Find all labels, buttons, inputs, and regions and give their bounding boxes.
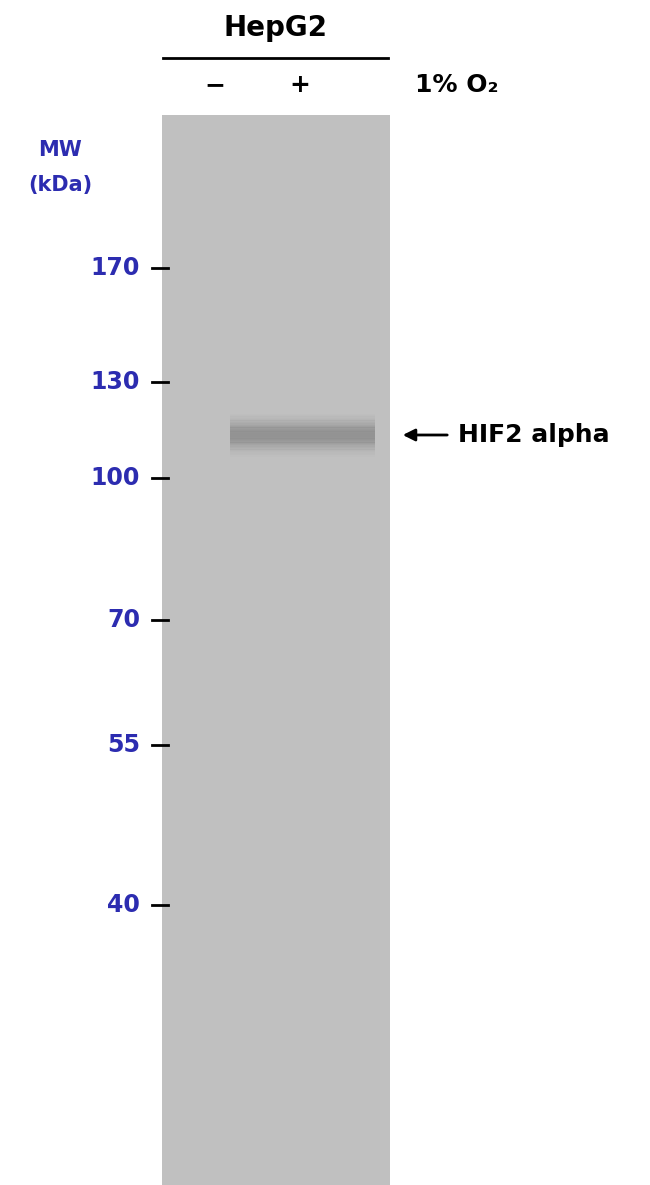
Bar — [230, 454, 375, 456]
Bar — [230, 415, 375, 418]
Bar — [230, 438, 375, 441]
Text: (kDa): (kDa) — [28, 175, 92, 196]
Text: −: − — [205, 73, 226, 97]
Text: 55: 55 — [107, 734, 140, 757]
Bar — [230, 424, 375, 428]
Bar — [230, 442, 375, 446]
Bar — [230, 436, 375, 438]
Bar — [230, 425, 375, 429]
Bar — [230, 440, 375, 443]
Bar — [230, 433, 375, 436]
Text: +: + — [289, 73, 311, 97]
Bar — [230, 441, 375, 444]
Bar — [230, 428, 375, 430]
Bar — [230, 448, 375, 451]
Bar — [230, 421, 375, 423]
Text: 70: 70 — [107, 608, 140, 632]
Bar — [230, 437, 375, 440]
Text: 130: 130 — [90, 370, 140, 393]
Text: HepG2: HepG2 — [224, 14, 328, 41]
Bar — [230, 414, 375, 416]
Bar — [230, 419, 375, 422]
Bar — [230, 423, 375, 427]
Bar — [230, 446, 375, 448]
Bar — [230, 444, 375, 447]
Bar — [230, 417, 375, 421]
Bar — [230, 430, 375, 433]
Bar — [162, 115, 390, 1185]
Text: 100: 100 — [90, 466, 140, 491]
Text: 40: 40 — [107, 893, 140, 917]
Text: HIF2 alpha: HIF2 alpha — [458, 423, 610, 447]
Text: 1% O₂: 1% O₂ — [415, 73, 499, 97]
Text: MW: MW — [38, 140, 82, 160]
Text: 170: 170 — [90, 256, 140, 280]
Bar — [230, 453, 375, 455]
Bar — [230, 447, 375, 449]
Bar — [230, 422, 375, 424]
Bar — [230, 416, 375, 419]
Bar — [230, 434, 375, 437]
Bar — [230, 429, 375, 431]
Bar — [230, 450, 375, 454]
Bar — [230, 449, 375, 453]
Bar — [230, 431, 375, 435]
